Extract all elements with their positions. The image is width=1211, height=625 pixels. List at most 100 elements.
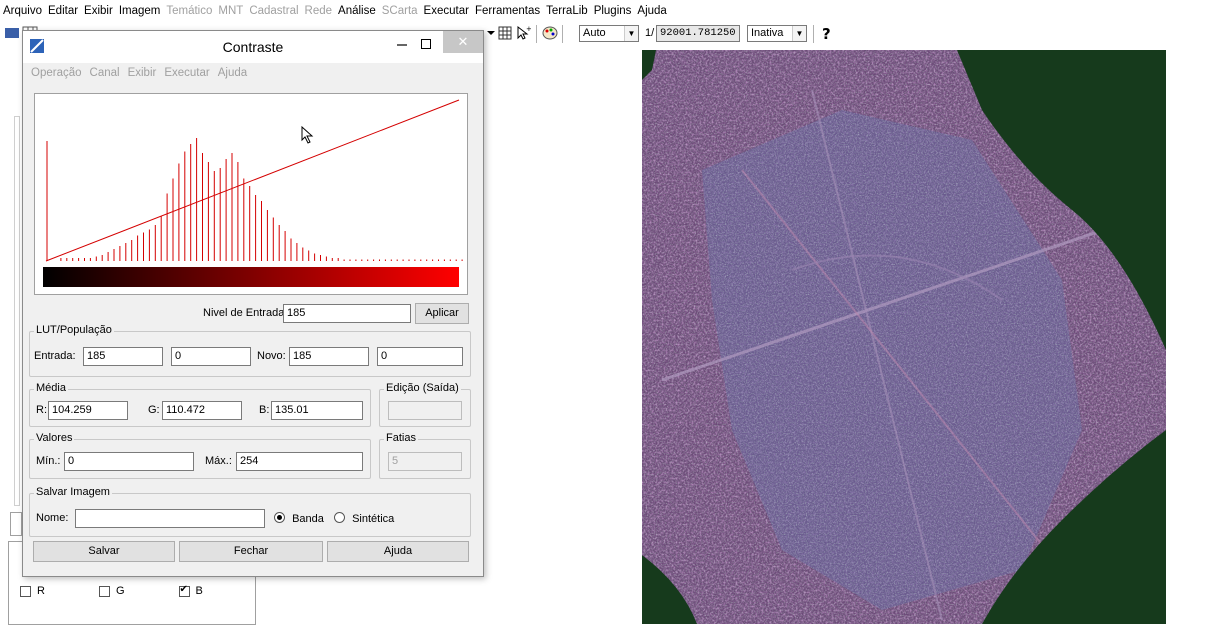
- max-label: Máx.:: [205, 455, 232, 467]
- channel-b-checkbox[interactable]: [178, 584, 190, 597]
- media-r-label: R:: [36, 404, 47, 416]
- menu-ferramentas[interactable]: Ferramentas: [474, 5, 541, 17]
- media-r-input[interactable]: 104.259: [48, 401, 128, 420]
- edicao-group: Edição (Saída): [379, 382, 471, 427]
- valores-group-title: Valores: [34, 432, 75, 444]
- menu-scarta[interactable]: SCarta: [381, 5, 418, 17]
- min-label: Mín.:: [36, 455, 61, 467]
- edicao-group-title: Edição (Saída): [384, 382, 461, 394]
- palette-icon[interactable]: [542, 25, 558, 41]
- menu-tematico[interactable]: Temático: [166, 5, 213, 17]
- dialog-menu-executar[interactable]: Executar: [164, 67, 210, 79]
- histogram-panel: [34, 93, 468, 295]
- novo-population-input[interactable]: 0: [377, 347, 463, 366]
- zoom-mode-select[interactable]: Auto ▼: [579, 25, 639, 42]
- menu-cadastral[interactable]: Cadastral: [249, 5, 299, 17]
- menu-imagem[interactable]: Imagem: [118, 5, 161, 17]
- menu-terralib[interactable]: TerraLib: [546, 5, 588, 17]
- dialog-menu-operacao[interactable]: Operação: [31, 67, 82, 79]
- sintetica-radio-wrapper[interactable]: Sintética: [334, 512, 394, 525]
- banda-label: Banda: [292, 513, 324, 525]
- menu-editar[interactable]: Editar: [48, 5, 79, 17]
- lut-group: LUT/População Entrada: 185 0 Novo: 185 0: [29, 324, 471, 377]
- edicao-input[interactable]: [388, 401, 462, 420]
- salvar-button[interactable]: Salvar: [33, 541, 175, 562]
- status-select[interactable]: Inativa ▼: [747, 25, 807, 42]
- menu-arquivo[interactable]: Arquivo: [3, 5, 42, 17]
- svg-text:?: ?: [822, 25, 831, 41]
- contrast-lut-line: [45, 99, 460, 262]
- menu-plugins[interactable]: Plugins: [593, 5, 632, 17]
- scale-field[interactable]: 92001.781250: [656, 25, 740, 42]
- aplicar-button[interactable]: Aplicar: [415, 303, 469, 324]
- entrada-label: Entrada:: [34, 350, 76, 362]
- nome-input[interactable]: [75, 509, 265, 528]
- app-window-icon: [30, 39, 44, 53]
- salvar-imagem-group-title: Salvar Imagem: [34, 486, 112, 498]
- novo-label: Novo:: [257, 350, 286, 362]
- svg-text:+: +: [526, 25, 531, 33]
- contrast-dialog: Contraste ✕ Operação Canal Exibir Executar A…: [22, 30, 484, 577]
- toolbar-separator: [536, 25, 537, 43]
- dialog-menubar: Operação Canal Exibir Executar Ajuda: [23, 63, 483, 83]
- grid-icon[interactable]: [497, 25, 513, 41]
- nivel-entrada-input[interactable]: 185: [283, 304, 411, 323]
- menu-mnt[interactable]: MNT: [218, 5, 244, 17]
- menu-ajuda[interactable]: Ajuda: [637, 5, 667, 17]
- chevron-down-icon: ▼: [792, 26, 806, 41]
- close-button[interactable]: ✕: [443, 31, 483, 53]
- novo-input[interactable]: 185: [289, 347, 369, 366]
- dialog-title: Contraste: [222, 39, 284, 55]
- toolbar-separator: [813, 25, 814, 43]
- fatias-group: Fatias 5: [379, 432, 471, 479]
- mouse-cursor-icon: [301, 126, 314, 144]
- menu-rede[interactable]: Rede: [304, 5, 333, 17]
- fatias-input[interactable]: 5: [388, 452, 462, 471]
- color-gradient-bar: [43, 267, 459, 287]
- toolbar-separator: [562, 25, 563, 43]
- dialog-menu-canal[interactable]: Canal: [89, 67, 120, 79]
- menu-analise[interactable]: Análise: [338, 5, 376, 17]
- lut-group-title: LUT/População: [34, 324, 114, 336]
- banda-radio-wrapper[interactable]: Banda: [274, 512, 324, 525]
- channel-checkboxes: R G B: [20, 584, 203, 597]
- banda-radio[interactable]: [274, 512, 285, 523]
- satellite-image[interactable]: [642, 50, 1166, 624]
- sintetica-radio[interactable]: [334, 512, 345, 523]
- chevron-down-icon: ▼: [624, 26, 638, 41]
- background-panel-frame: [14, 116, 20, 506]
- dialog-titlebar[interactable]: Contraste ✕: [23, 31, 483, 63]
- pointer-plus-icon[interactable]: +: [515, 25, 531, 41]
- salvar-imagem-group: Salvar Imagem Nome: Banda Sintética: [29, 486, 471, 537]
- nivel-entrada-label: Nivel de Entrada:: [203, 307, 288, 319]
- draw-tool-icon[interactable]: [4, 25, 20, 41]
- minimize-icon[interactable]: [395, 37, 409, 51]
- min-input[interactable]: 0: [64, 452, 194, 471]
- max-input[interactable]: 254: [236, 452, 363, 471]
- fechar-button[interactable]: Fechar: [179, 541, 323, 562]
- valores-group: Valores Mín.: 0 Máx.: 254: [29, 432, 371, 479]
- channel-r-checkbox[interactable]: [20, 585, 31, 597]
- ajuda-button[interactable]: Ajuda: [327, 541, 469, 562]
- channel-g-checkbox[interactable]: [98, 585, 110, 597]
- main-toolbar: + Auto ▼ 1/ 92001.781250 Inativa ▼ ?: [0, 22, 900, 46]
- media-group-title: Média: [34, 382, 68, 394]
- entrada-input[interactable]: 185: [83, 347, 163, 366]
- help-icon[interactable]: ?: [819, 25, 835, 41]
- maximize-icon[interactable]: [419, 37, 433, 51]
- menu-executar[interactable]: Executar: [423, 5, 469, 17]
- media-b-label: B:: [259, 404, 270, 416]
- channel-r-label: R: [37, 585, 45, 597]
- sintetica-label: Sintética: [352, 513, 395, 525]
- histogram-chart[interactable]: [35, 94, 467, 294]
- dropdown-arrow-icon[interactable]: [483, 25, 499, 41]
- menu-exibir[interactable]: Exibir: [84, 5, 113, 17]
- dialog-menu-exibir[interactable]: Exibir: [127, 67, 157, 79]
- channel-b-label: B: [195, 585, 203, 597]
- media-g-input[interactable]: 110.472: [162, 401, 242, 420]
- entrada-population-input[interactable]: 0: [171, 347, 251, 366]
- media-b-input[interactable]: 135.01: [271, 401, 363, 420]
- media-g-label: G:: [148, 404, 160, 416]
- dialog-menu-ajuda[interactable]: Ajuda: [217, 67, 248, 79]
- channel-g-label: G: [115, 585, 125, 597]
